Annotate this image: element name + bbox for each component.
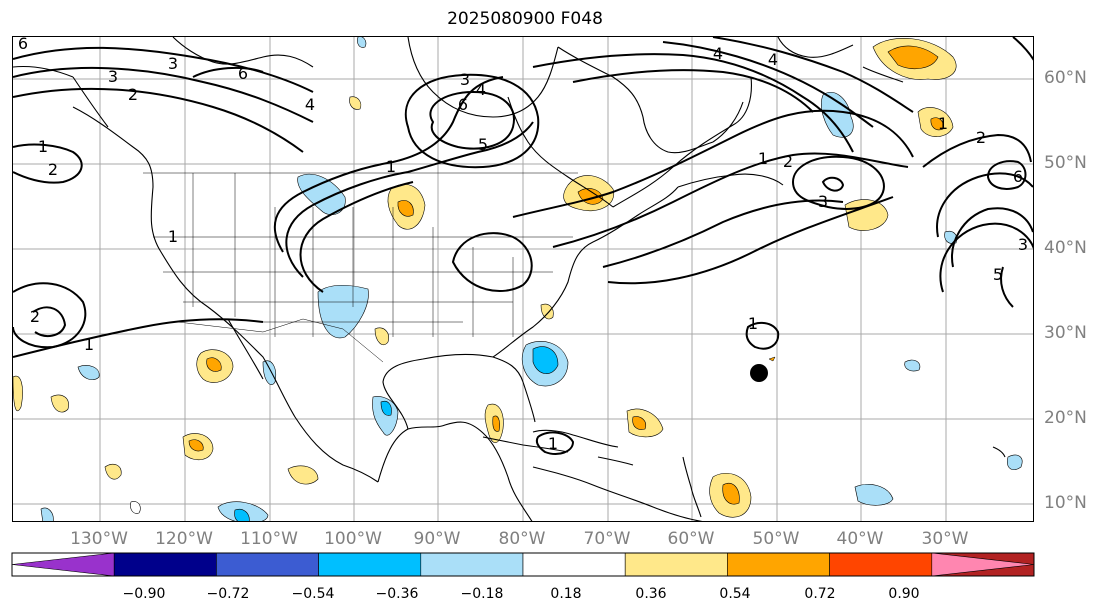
contour-label: 1 bbox=[548, 434, 558, 453]
colorbar-tick-label: 0.36 bbox=[635, 586, 667, 602]
contour-label: 3 bbox=[108, 67, 118, 86]
lat-label: 50°N bbox=[1044, 153, 1087, 173]
contour-labels: 6 6 1 1 4 6 4 3 5 4 1 2 3 4 2 3 1 1 2 6 … bbox=[18, 37, 1028, 453]
lon-label: 70°W bbox=[583, 529, 631, 549]
colorbar-extend-max bbox=[931, 552, 1035, 577]
lon-label: 50°W bbox=[752, 529, 800, 549]
lon-label: 30°W bbox=[921, 529, 969, 549]
colorbar-tick-label: −0.90 bbox=[122, 586, 166, 602]
contour-label: 1 bbox=[758, 149, 768, 168]
contour-label: 6 bbox=[1013, 167, 1023, 186]
lat-label: 30°N bbox=[1044, 323, 1087, 343]
colorbar-extend-min bbox=[11, 552, 115, 577]
colorbar-segment bbox=[931, 552, 1035, 577]
contour-lines bbox=[13, 37, 1033, 455]
political-borders bbox=[143, 172, 578, 363]
colorbar-segment bbox=[216, 552, 319, 577]
lat-label: 60°N bbox=[1044, 68, 1087, 88]
contour-label: 6 bbox=[238, 64, 248, 83]
contour-label: 4 bbox=[305, 95, 315, 114]
colorbar-outline bbox=[11, 552, 1035, 577]
colorbar-segment bbox=[522, 552, 626, 577]
lat-label: 40°N bbox=[1044, 238, 1087, 258]
colorbar-tick-label: −0.72 bbox=[206, 586, 250, 602]
lat-label: 20°N bbox=[1044, 408, 1087, 428]
map-title: 2025080900 F048 bbox=[447, 9, 603, 29]
lon-label: 60°W bbox=[667, 529, 715, 549]
contour-label: 2 bbox=[976, 128, 986, 147]
contour-label: 3 bbox=[168, 54, 178, 73]
anomaly-shading bbox=[13, 37, 1023, 521]
contour-label: 3 bbox=[460, 70, 470, 89]
contour-label: 2 bbox=[30, 307, 40, 326]
coastlines bbox=[13, 37, 1006, 521]
lon-label: 90°W bbox=[413, 529, 461, 549]
lon-label: 80°W bbox=[498, 529, 546, 549]
contour-label: 6 bbox=[18, 37, 28, 53]
colorbar-segment bbox=[318, 552, 422, 577]
colorbar-segment bbox=[113, 552, 217, 577]
contour-label: 2 bbox=[48, 160, 58, 179]
colorbar-tick-label: −0.54 bbox=[291, 586, 335, 602]
contour-label: 5 bbox=[478, 135, 488, 154]
lat-label: 10°N bbox=[1044, 493, 1087, 513]
contour-label: 3 bbox=[818, 192, 828, 211]
contour-label: 1 bbox=[748, 314, 758, 333]
contour-label: 1 bbox=[386, 157, 396, 176]
colorbar-segment bbox=[624, 552, 728, 577]
contour-label: 1 bbox=[938, 114, 948, 133]
lon-label: 40°W bbox=[836, 529, 884, 549]
colorbar-segment bbox=[727, 552, 830, 577]
contour-label: 4 bbox=[713, 44, 723, 63]
contour-label: 1 bbox=[84, 335, 94, 354]
contour-label: 3 bbox=[1018, 235, 1028, 254]
contour-label: 2 bbox=[128, 85, 138, 104]
lon-label: 100°W bbox=[324, 529, 382, 549]
contour-label: 2 bbox=[783, 152, 793, 171]
colorbar-tick-label: 0.72 bbox=[804, 586, 836, 602]
colorbar-tick-label: −0.36 bbox=[375, 586, 419, 602]
colorbar-tick-label: −0.18 bbox=[460, 586, 504, 602]
lon-label: 120°W bbox=[155, 529, 213, 549]
map-canvas: 6 6 1 1 4 6 4 3 5 4 1 2 3 4 2 3 1 1 2 6 … bbox=[13, 37, 1033, 521]
contour-label: 4 bbox=[768, 50, 778, 69]
storm-center-marker[interactable] bbox=[750, 364, 768, 382]
map-panel[interactable]: 6 6 1 1 4 6 4 3 5 4 1 2 3 4 2 3 1 1 2 6 … bbox=[12, 36, 1034, 522]
contour-label: 5 bbox=[993, 265, 1003, 284]
colorbar-tick-label: 0.90 bbox=[888, 586, 920, 602]
colorbar-tick-label: 0.54 bbox=[719, 586, 751, 602]
contour-label: 4 bbox=[476, 80, 486, 99]
contour-label: 1 bbox=[38, 137, 48, 156]
colorbar-tick-label: 0.18 bbox=[550, 586, 582, 602]
colorbar-segment bbox=[829, 552, 933, 577]
contour-label: 1 bbox=[168, 227, 178, 246]
lon-label: 110°W bbox=[240, 529, 298, 549]
contour-label: 6 bbox=[458, 95, 468, 114]
colorbar-segments bbox=[11, 552, 1035, 577]
colorbar-segment bbox=[420, 552, 524, 577]
lon-label: 130°W bbox=[70, 529, 128, 549]
